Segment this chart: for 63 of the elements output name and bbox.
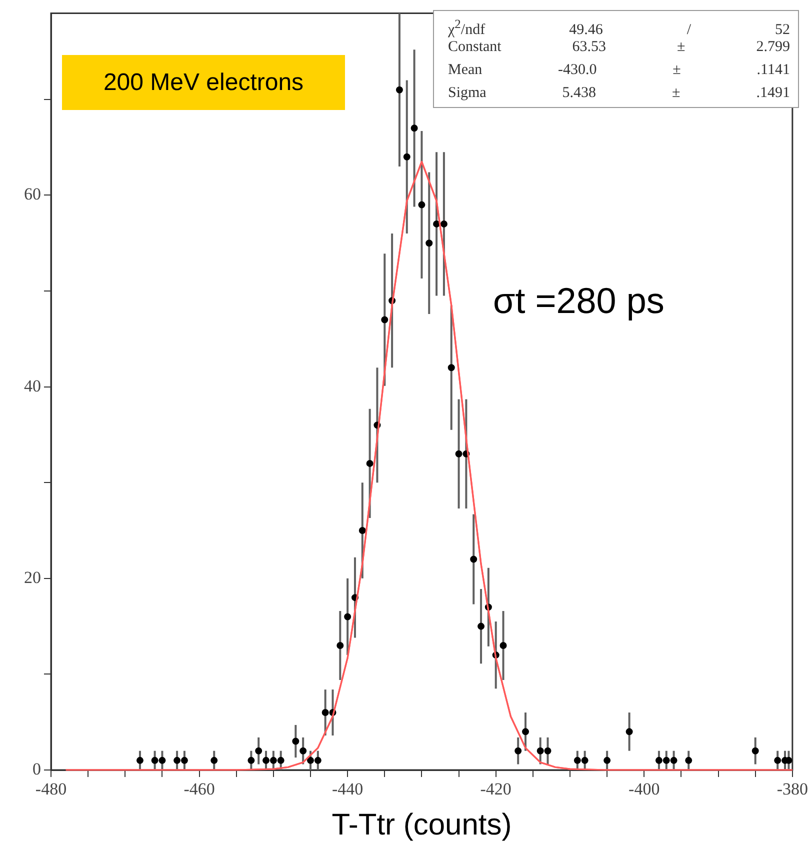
x-tick-label: -380 [776, 780, 808, 799]
x-tick-label: -460 [184, 780, 215, 799]
point [300, 747, 307, 754]
point [418, 201, 426, 208]
point [604, 756, 611, 764]
point [426, 240, 433, 247]
point [544, 747, 552, 754]
point [358, 527, 366, 534]
point [314, 756, 322, 764]
x-tick-label: -420 [480, 780, 512, 799]
point [180, 756, 188, 764]
point [277, 756, 284, 764]
point [478, 622, 485, 630]
point [336, 642, 344, 649]
point [136, 756, 144, 764]
point [500, 642, 507, 649]
point [433, 220, 440, 228]
point [248, 756, 255, 764]
x-tick-label: -400 [628, 780, 660, 799]
point [366, 460, 374, 467]
point [292, 738, 300, 745]
point [174, 756, 181, 764]
point [581, 756, 588, 764]
point [440, 220, 448, 228]
point [774, 756, 782, 764]
point [752, 747, 759, 754]
point [381, 316, 388, 324]
point [536, 747, 544, 754]
y-tick-label: 40 [24, 376, 41, 396]
point [344, 613, 352, 620]
point [255, 747, 262, 754]
x-tick-label: -480 [35, 780, 67, 799]
annotation: Mean -430.0 ± .1141 [447, 61, 791, 80]
x-axis-title: T-Ttr (counts) [332, 808, 512, 842]
point [410, 124, 418, 132]
point [455, 450, 462, 458]
annotation: χ$^{2}$/ndf 49.46 / 52 [447, 16, 791, 38]
x-tick-label: -440 [332, 780, 364, 799]
annotation: Sigma 5.438 ± .1491 [447, 84, 791, 103]
point [306, 756, 314, 764]
point [151, 756, 158, 764]
point [210, 756, 218, 764]
point [270, 756, 277, 764]
point [396, 86, 403, 94]
annotation: σt =280 ps [493, 280, 664, 322]
point [322, 709, 329, 716]
point [514, 747, 522, 754]
y-tick-label: 0 [32, 759, 41, 778]
point [662, 756, 670, 764]
y-tick-label: 20 [24, 568, 41, 587]
point [448, 364, 455, 372]
point [158, 756, 166, 764]
point [262, 756, 270, 764]
point [574, 756, 581, 764]
point [626, 728, 633, 736]
point [403, 153, 410, 160]
point [470, 556, 478, 563]
point [685, 756, 692, 764]
annotation: Constant 63.53 ± 2.799 [448, 39, 790, 55]
point [655, 756, 662, 764]
point [522, 728, 530, 736]
point [670, 756, 678, 764]
y-tick-label: 60 [24, 184, 41, 204]
